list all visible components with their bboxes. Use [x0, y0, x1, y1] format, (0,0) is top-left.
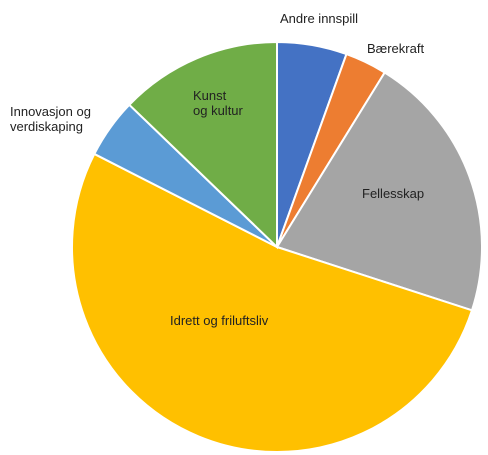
pie-slices: [71, 40, 483, 453]
slice-label-innovasjon-og-verdiskaping: Innovasjon og verdiskaping: [10, 104, 95, 134]
slice-label-andre-innspill: Andre innspill: [280, 11, 358, 26]
slice-label-fellesskap: Fellesskap: [362, 186, 424, 201]
slice-label-kunst-line1: Kunst: [193, 88, 227, 103]
pie-slice-fellesskap: [275, 71, 483, 312]
pie-slice-kunst-og-kultur: [127, 40, 278, 250]
slice-label-baerekraft: Bærekraft: [367, 41, 424, 56]
slice-label-kunst-og-kultur: Kunst og kultur: [193, 88, 244, 118]
slice-label-innovasjon-line1: Innovasjon og: [10, 104, 91, 119]
slice-label-kunst-line2: og kultur: [193, 103, 244, 118]
slice-label-innovasjon-line2: verdiskaping: [10, 119, 83, 134]
pie-slice-idrett-og-friluftsliv: [71, 152, 474, 453]
pie-labels: Andre innspill Bærekraft Fellesskap Idre…: [10, 11, 424, 328]
slice-label-idrett-og-friluftsliv: Idrett og friluftsliv: [170, 313, 269, 328]
